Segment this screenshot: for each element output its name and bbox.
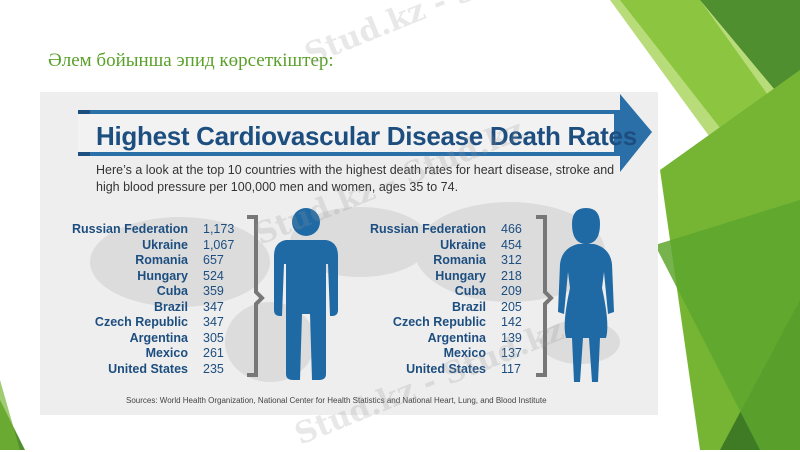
female-figure-icon bbox=[558, 208, 614, 382]
list-item: Mexico bbox=[443, 346, 486, 360]
value-item: 137 bbox=[501, 346, 522, 360]
list-item: Ukraine bbox=[142, 237, 188, 252]
list-item: Cuba bbox=[454, 284, 486, 298]
infographic-background bbox=[78, 94, 652, 382]
infographic-image: Highest Cardiovascular Disease Death Rat… bbox=[40, 92, 658, 415]
list-item: Russian Federation bbox=[72, 222, 188, 236]
infographic-heading: Highest Cardiovascular Disease Death Rat… bbox=[96, 121, 637, 151]
list-item: Romania bbox=[135, 253, 188, 267]
list-item: Cuba bbox=[156, 284, 188, 298]
women-value-list: 466 454 312 218 209 205 142 139 137 117 bbox=[501, 222, 551, 377]
list-item: Ukraine bbox=[440, 237, 486, 252]
women-country-list: Russian Federation Ukraine Romania Hunga… bbox=[340, 222, 486, 377]
value-item: 218 bbox=[501, 268, 522, 283]
value-item: 117 bbox=[501, 361, 521, 376]
infographic-subheading: Here’s a look at the top 10 countries wi… bbox=[96, 163, 615, 194]
value-item: 1,067 bbox=[203, 237, 235, 252]
list-item: United States bbox=[406, 361, 486, 376]
list-item: Russian Federation bbox=[370, 222, 486, 236]
list-item: Czech Republic bbox=[392, 315, 486, 329]
value-item: 261 bbox=[203, 346, 224, 360]
men-country-list: Russian Federation Ukraine Romania Hunga… bbox=[40, 222, 188, 377]
list-item: Brazil bbox=[153, 299, 188, 314]
value-item: 312 bbox=[501, 253, 522, 267]
value-item: 209 bbox=[501, 284, 522, 298]
value-item: 657 bbox=[203, 253, 224, 267]
sources-note: Sources: World Health Organization, Nati… bbox=[126, 396, 547, 405]
value-item: 305 bbox=[203, 330, 224, 345]
list-item: Hungary bbox=[137, 268, 188, 283]
list-item: Brazil bbox=[451, 299, 486, 314]
value-item: 347 bbox=[203, 299, 224, 314]
value-item: 139 bbox=[501, 330, 522, 345]
male-figure-icon bbox=[274, 208, 338, 380]
list-item: Mexico bbox=[145, 346, 188, 360]
men-value-list: 1,173 1,067 657 524 359 347 347 305 261 … bbox=[203, 222, 253, 377]
value-item: 1,173 bbox=[203, 222, 235, 236]
bracket-women bbox=[536, 215, 554, 377]
list-item: Hungary bbox=[435, 268, 486, 283]
value-item: 205 bbox=[501, 299, 522, 314]
list-item: Czech Republic bbox=[94, 315, 188, 329]
value-item: 235 bbox=[203, 361, 224, 376]
list-item: Romania bbox=[433, 253, 486, 267]
list-item: Argentina bbox=[129, 330, 188, 345]
value-item: 142 bbox=[501, 315, 522, 329]
value-item: 466 bbox=[501, 222, 522, 236]
value-item: 359 bbox=[203, 284, 224, 298]
value-item: 454 bbox=[501, 237, 522, 252]
bracket-men bbox=[247, 215, 265, 377]
list-item: Argentina bbox=[427, 330, 486, 345]
slide-title: Әлем бойынша эпид көрсеткіштер: bbox=[48, 50, 334, 71]
list-item: United States bbox=[108, 361, 188, 376]
value-item: 347 bbox=[203, 315, 224, 329]
value-item: 524 bbox=[203, 268, 224, 283]
